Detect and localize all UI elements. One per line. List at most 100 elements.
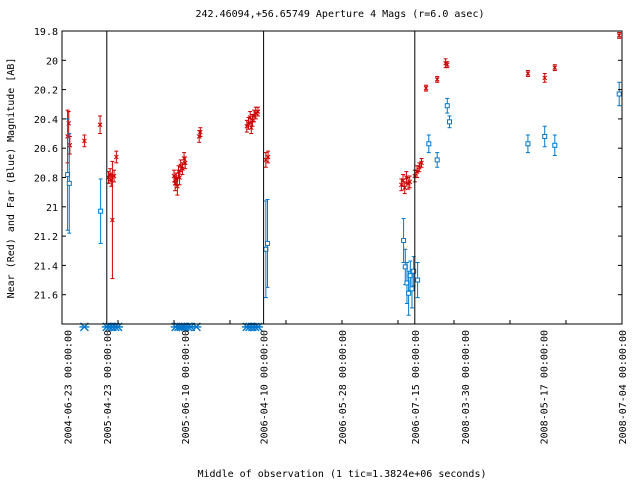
plot-area — [65, 31, 622, 332]
near-point — [82, 134, 87, 148]
x-axis-label: Middle of observation (1 tic=1.3824e+06 … — [198, 469, 487, 480]
near-point — [525, 70, 531, 77]
x-tick-label: 2006-07-15 00:00:00 — [411, 330, 422, 444]
x-marker-stroke — [616, 33, 622, 38]
x-marker-stroke — [67, 142, 73, 148]
plot-frame — [61, 30, 623, 325]
near-point — [113, 150, 119, 164]
near-point — [263, 152, 269, 168]
x-marker-stroke — [414, 169, 420, 174]
near-point — [197, 127, 203, 137]
near-point — [416, 162, 422, 173]
x-tick-label: 2004-06-23 00:00:00 — [64, 330, 75, 444]
x-marker-stroke — [177, 175, 182, 180]
x-tick-label: 2006-05-28 00:00:00 — [338, 330, 349, 444]
near-point — [407, 175, 413, 189]
x-tick-label: 2008-03-30 00:00:00 — [461, 330, 472, 444]
y-tick-label: 20 — [46, 56, 58, 67]
y-axis-label: Near (Red) and Far (Blue) Magnitude [AB] — [6, 58, 17, 299]
x-marker-stroke — [265, 154, 271, 160]
far-point — [66, 133, 72, 234]
x-marker-stroke — [97, 122, 103, 128]
square-marker — [401, 237, 407, 243]
y-tick-label: 19.8 — [34, 27, 58, 38]
y-tick-label: 20.4 — [34, 115, 58, 126]
near-point — [97, 115, 103, 135]
square-marker — [447, 119, 453, 125]
x-tick-label: 2005-06-10 00:00:00 — [181, 330, 192, 444]
square-marker — [434, 157, 440, 163]
x-tick-label: 2008-07-04 00:00:00 — [618, 330, 629, 444]
x-tick-label: 2005-04-23 00:00:00 — [103, 330, 114, 444]
x-marker-stroke — [113, 154, 119, 160]
y-tick-label: 21.4 — [34, 261, 58, 272]
x-marker-stroke — [419, 160, 424, 166]
near-point — [444, 61, 450, 69]
near-point — [423, 84, 429, 92]
x-marker-stroke — [197, 129, 203, 135]
y-tick-label: 21.6 — [34, 291, 58, 302]
near-point — [542, 72, 548, 83]
far-point — [415, 261, 421, 299]
square-marker — [265, 240, 271, 246]
x-marker-stroke — [542, 75, 548, 81]
x-marker-stroke — [444, 62, 450, 68]
near-point — [419, 157, 424, 168]
x-marker-stroke — [423, 85, 429, 91]
near-point — [110, 160, 115, 280]
x-marker-stroke — [434, 76, 440, 82]
y-tick-label: 21 — [46, 203, 58, 214]
x-marker-stroke — [182, 160, 188, 166]
far-point — [447, 115, 453, 129]
chart-title: 242.46094,+56.65749 Aperture 4 Mags (r=6… — [196, 9, 485, 20]
y-tick-label: 20.8 — [34, 174, 58, 185]
x-marker-stroke — [416, 164, 422, 170]
square-marker — [616, 91, 622, 97]
far-point — [552, 134, 558, 157]
y-tick-label: 20.2 — [34, 86, 58, 97]
near-point — [253, 106, 259, 120]
near-point — [182, 156, 188, 170]
square-marker — [411, 268, 417, 274]
near-point — [265, 150, 271, 164]
near-point — [616, 31, 622, 39]
far-point — [542, 125, 548, 148]
near-point — [552, 64, 558, 72]
far-point — [426, 134, 432, 154]
x-marker-stroke — [82, 138, 87, 144]
x-marker-stroke — [525, 71, 531, 76]
x-marker-stroke — [180, 166, 185, 172]
y-tick-label: 20.6 — [34, 144, 58, 155]
square-marker — [66, 180, 72, 186]
square-marker — [426, 141, 432, 147]
near-point — [67, 135, 73, 155]
far-point — [434, 152, 440, 168]
near-point — [434, 75, 440, 83]
x-marker-stroke — [111, 173, 117, 179]
y-tick-label: 21.2 — [34, 232, 58, 243]
x-marker-stroke — [552, 65, 558, 70]
x-marker-stroke — [402, 185, 408, 191]
far-point — [616, 81, 622, 107]
square-marker — [552, 142, 558, 148]
square-marker — [444, 103, 450, 109]
far-point — [98, 178, 104, 244]
square-marker — [98, 208, 104, 214]
axes: 19.8 20 20.2 20.4 20.6 20.8 21 21.2 21.4 21.6 2004… — [34, 27, 629, 444]
square-marker — [525, 141, 531, 147]
far-point — [444, 97, 450, 114]
x-marker-stroke — [253, 110, 259, 116]
square-marker — [542, 133, 548, 139]
square-marker — [406, 290, 412, 296]
x-marker-stroke — [255, 109, 261, 114]
x-marker-stroke — [407, 179, 413, 185]
square-marker — [409, 286, 415, 292]
far-point — [265, 198, 271, 288]
near-point — [111, 169, 117, 183]
far-point — [525, 134, 531, 154]
square-marker — [415, 277, 421, 283]
x-marker-stroke — [110, 217, 115, 223]
near-point — [255, 106, 261, 117]
far-point — [401, 218, 407, 263]
